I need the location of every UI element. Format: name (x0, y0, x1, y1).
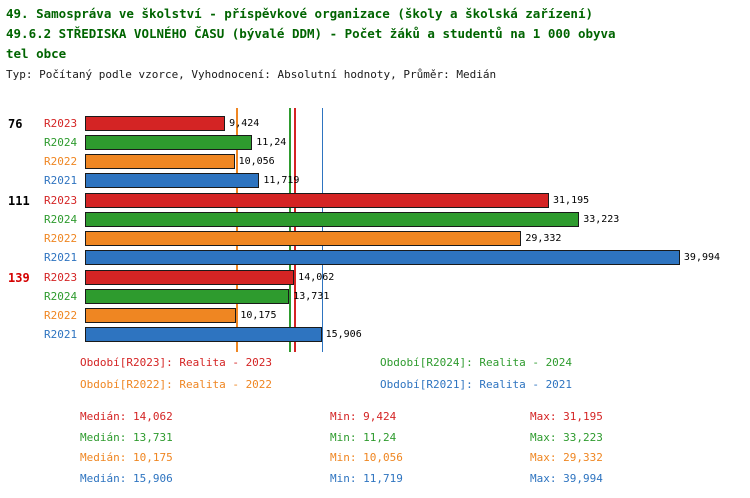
stat-max-r2024: Max: 33,223 (530, 430, 603, 444)
bar-value-label: 10,175 (240, 310, 277, 321)
series-label-r2024: R2024 (44, 213, 78, 226)
bar-value-label: 31,195 (553, 195, 590, 206)
report-title-line-2: 49.6.2 STŘEDISKA VOLNÉHO ČASU (bývalé DD… (6, 26, 616, 41)
bar-chart: 76 R2023 9,424 R2024 11,24 R2022 10,056 R2021 11… (0, 104, 750, 356)
stat-min-r2022: Min: 10,056 (330, 451, 403, 464)
bar-r2024 (85, 135, 253, 150)
legend-item-r2022: Období[R2022]: Realita - 2022 (80, 378, 273, 391)
bar-value-label: 39,994 (683, 252, 721, 263)
series-label-r2021: R2021 (44, 251, 78, 264)
bar-r2022 (85, 231, 522, 246)
series-label-r2024: R2024 (44, 290, 78, 303)
series-label-r2024: R2024 (44, 136, 78, 149)
legend-item-r2024: Období[R2024]: Realita - 2024 (380, 356, 573, 369)
stat-min-r2024: Min: 11,24 (330, 430, 397, 444)
series-label-r2022: R2022 (44, 155, 78, 168)
legend-item-r2023: Období[R2023]: Realita - 2023 (80, 356, 273, 369)
series-label-r2022: R2022 (44, 309, 78, 322)
bar-r2024 (85, 212, 580, 227)
stat-median-r2022: Medián: 10,175 (80, 451, 173, 464)
bar-r2023 (85, 116, 226, 131)
group-label-76: 76 (8, 117, 23, 131)
series-label-r2022: R2022 (44, 232, 78, 245)
bar-r2022 (85, 154, 235, 169)
stat-max-r2023: Max: 31,195 (530, 410, 603, 423)
bar-r2024 (85, 289, 290, 304)
median-line-r2024 (289, 108, 291, 352)
stat-median-r2021: Medián: 15,906 (80, 471, 173, 485)
chart-legend: Období[R2023]: Realita - 2023 Období[R202… (0, 356, 750, 402)
bar-value-label: 9,424 (229, 118, 260, 129)
bar-r2022 (85, 308, 237, 323)
median-line-r2021 (321, 108, 324, 352)
bar-value-label: 33,223 (583, 214, 620, 225)
legend-item-r2021: Období[R2021]: Realita - 2021 (380, 378, 573, 391)
group-label-139: 139 (8, 271, 30, 285)
series-label-r2021: R2021 (44, 174, 78, 187)
series-label-r2023: R2023 (44, 117, 78, 130)
bar-value-label: 11,24 (256, 137, 287, 148)
bar-value-label: 13,731 (293, 291, 330, 302)
stat-min-r2021: Min: 11,719 (330, 471, 403, 485)
report-title-line-3: tel obce (6, 46, 67, 61)
report-subtitle: Typ: Počítaný podle vzorce, Vyhodnocení:… (6, 68, 497, 81)
bar-r2021 (85, 327, 322, 342)
group-label-111: 111 (8, 194, 30, 208)
bar-value-label: 11,719 (263, 175, 300, 186)
series-label-r2021: R2021 (44, 328, 78, 341)
bar-value-label: 10,056 (238, 156, 275, 167)
series-label-r2023: R2023 (44, 271, 78, 284)
bar-value-label: 29,332 (525, 233, 562, 244)
bar-value-label: 15,906 (325, 329, 362, 340)
stat-median-r2024: Medián: 13,731 (80, 430, 173, 444)
series-label-r2023: R2023 (44, 194, 78, 207)
bar-r2021 (85, 250, 680, 265)
stat-max-r2021: Max: 39,994 (530, 471, 603, 485)
bar-r2023 (85, 193, 550, 208)
bar-r2021 (85, 173, 260, 188)
report-title-line-1: 49. Samospráva ve školství - příspěvkové… (6, 6, 593, 21)
bar-value-label: 14,062 (298, 272, 335, 283)
stat-min-r2023: Min: 9,424 (330, 410, 397, 423)
stat-median-r2023: Medián: 14,062 (80, 410, 173, 423)
bar-r2023 (85, 270, 295, 285)
median-line-r2022 (236, 108, 238, 352)
stats-table: Medián: 14,062 Min: 9,424 Max: 31,195 Mediá… (0, 410, 750, 494)
median-line-r2023 (294, 108, 296, 352)
stat-max-r2022: Max: 29,332 (530, 451, 603, 464)
